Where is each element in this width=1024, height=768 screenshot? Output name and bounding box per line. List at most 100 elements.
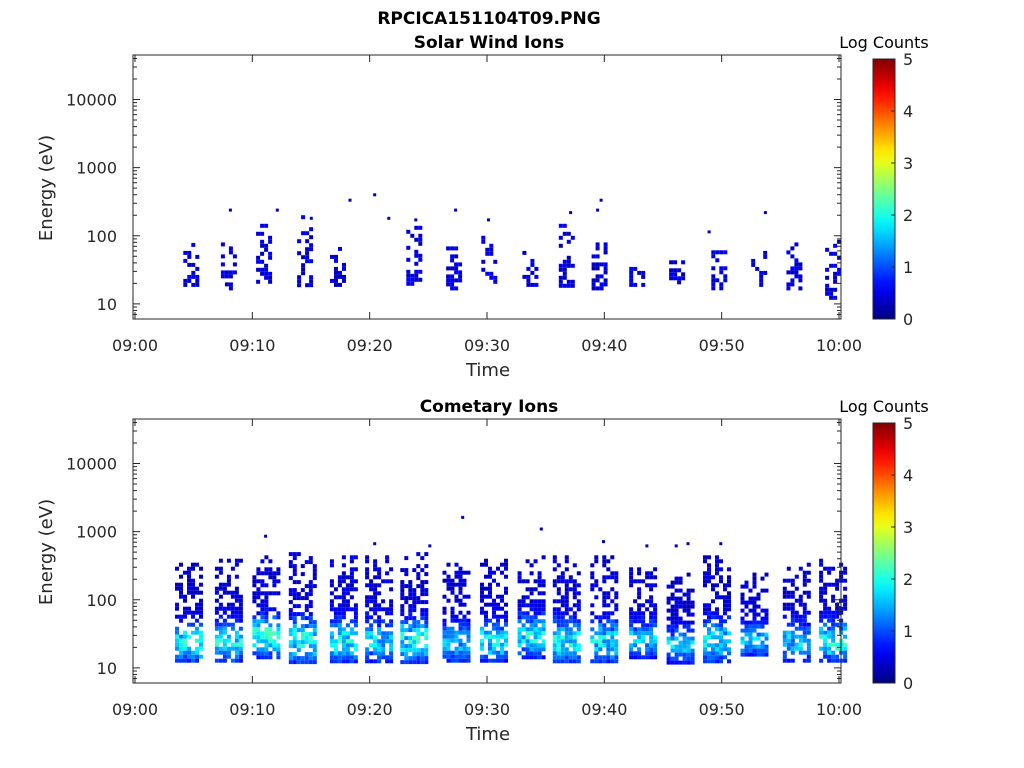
heat-cell	[412, 604, 417, 609]
x-tick-label: 09:10	[229, 700, 275, 719]
heat-cell	[703, 603, 707, 608]
heat-cell	[191, 262, 196, 267]
burst-column	[558, 223, 575, 288]
heat-cell	[454, 598, 459, 603]
heat-cell	[381, 639, 386, 644]
heat-cell	[454, 262, 459, 267]
heat-cell	[450, 614, 455, 619]
heat-cell	[564, 595, 569, 600]
heat-cell	[450, 654, 455, 659]
heat-cell	[485, 247, 490, 252]
heat-cell	[300, 640, 305, 645]
heat-cell	[715, 635, 719, 640]
heat-cell	[686, 572, 691, 577]
heat-cell	[723, 587, 727, 592]
heat-cell	[199, 634, 203, 639]
heat-cell	[481, 235, 486, 240]
heat-cell	[562, 271, 567, 276]
heat-cell	[723, 647, 727, 652]
heat-cell	[564, 579, 569, 584]
heat-cell	[723, 250, 728, 255]
heat-cell	[466, 658, 471, 663]
heat-cell	[645, 651, 650, 656]
heat-cell	[300, 596, 305, 601]
heat-cell	[175, 626, 179, 631]
heat-cell	[292, 632, 297, 637]
heat-cell	[454, 582, 459, 587]
heat-cell	[831, 654, 836, 659]
heat-cell	[496, 650, 500, 655]
heat-cell	[756, 632, 761, 637]
heat-cell	[641, 619, 646, 624]
heat-cell	[823, 642, 828, 647]
heat-cell	[678, 600, 683, 605]
heat-cell	[385, 623, 390, 628]
heat-cell	[292, 656, 297, 661]
heat-cell	[500, 650, 504, 655]
heat-point	[487, 218, 490, 222]
heat-cell	[521, 611, 526, 616]
heat-cell	[541, 603, 546, 608]
heat-cell	[794, 266, 799, 271]
heat-cell	[308, 632, 313, 637]
heat-cell	[594, 631, 599, 636]
heat-cell	[831, 638, 836, 643]
heat-cell	[458, 646, 463, 651]
colorbar-gradient	[872, 58, 896, 320]
heat-cell	[599, 282, 604, 287]
heat-cell	[614, 575, 619, 580]
heat-cell	[711, 611, 715, 616]
heat-cell	[794, 626, 799, 631]
heat-cell	[256, 651, 261, 656]
heat-cell	[560, 619, 565, 624]
heat-cell	[458, 642, 463, 647]
heat-cell	[674, 612, 679, 617]
heat-cell	[827, 642, 832, 647]
heat-cell	[199, 566, 203, 571]
heat-cell	[529, 651, 534, 656]
heat-cell	[301, 267, 306, 272]
heat-cell	[288, 608, 293, 613]
heat-cell	[740, 592, 745, 597]
heat-cell	[183, 258, 188, 263]
heat-cell	[637, 607, 642, 612]
heat-cell	[590, 571, 595, 576]
heat-cell	[707, 571, 711, 576]
heat-cell	[220, 242, 225, 247]
heat-cell	[670, 596, 675, 601]
heat-cell	[305, 239, 310, 244]
heat-cell	[292, 588, 297, 593]
heat-cell	[833, 271, 838, 276]
heat-cell	[641, 655, 646, 660]
heat-cell	[480, 586, 484, 591]
heat-cell	[484, 610, 488, 615]
heat-cell	[337, 575, 342, 580]
heat-cell	[418, 257, 423, 262]
heat-cell	[256, 579, 261, 584]
heat-cell	[835, 610, 840, 615]
heat-cell	[686, 604, 691, 609]
heat-cell	[827, 618, 832, 623]
heat-cell	[488, 586, 492, 591]
heat-cell	[484, 602, 488, 607]
heat-cell	[711, 599, 715, 604]
heat-cell	[552, 659, 557, 664]
heat-cell	[760, 648, 765, 653]
heat-cell	[748, 628, 753, 633]
burst-column	[400, 552, 429, 665]
heat-cell	[533, 651, 538, 656]
heat-cell	[653, 643, 658, 648]
heat-cell	[365, 659, 370, 664]
heat-cell	[552, 611, 557, 616]
heat-cell	[312, 576, 317, 581]
heat-cell	[214, 590, 219, 595]
heat-cell	[450, 610, 455, 615]
heat-cell	[365, 571, 370, 576]
heat-cell	[341, 611, 346, 616]
heat-cell	[529, 655, 534, 660]
heat-cell	[458, 578, 463, 583]
heat-cell	[517, 631, 522, 636]
burst-column	[480, 558, 508, 663]
heat-cell	[454, 630, 459, 635]
heat-cell	[400, 632, 405, 637]
